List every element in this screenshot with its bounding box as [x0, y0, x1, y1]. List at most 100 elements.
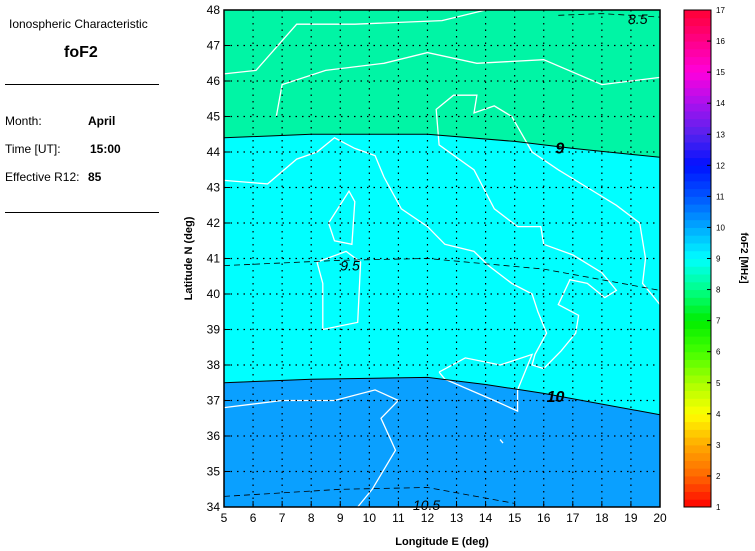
y-tick-label: 40	[207, 287, 221, 301]
colorbar-swatch	[684, 79, 711, 89]
x-tick-label: 5	[221, 511, 228, 525]
colorbar-swatch	[684, 320, 711, 329]
y-tick-label: 39	[207, 323, 221, 337]
x-tick-label: 20	[653, 511, 667, 525]
colorbar-swatch	[684, 250, 711, 259]
colorbar-swatch	[684, 149, 711, 159]
colorbar-swatch	[684, 41, 711, 50]
colorbar-tick-label: 11	[716, 192, 725, 201]
y-tick-label: 46	[207, 74, 221, 88]
colorbar-tick-label: 17	[716, 6, 725, 15]
colorbar-tick-label: 13	[716, 130, 725, 139]
colorbar-swatch	[684, 266, 711, 275]
colorbar-swatch	[684, 359, 711, 368]
colorbar-swatch	[684, 118, 711, 127]
colorbar-tick-label: 9	[716, 255, 721, 264]
colorbar-swatch	[684, 188, 711, 197]
contour-9.5	[223, 258, 661, 291]
colorbar-tick-label: 16	[716, 37, 725, 46]
coastline	[327, 189, 356, 246]
y-tick-label: 48	[207, 3, 221, 17]
y-tick-label: 43	[207, 181, 221, 195]
contour-label: 8.5	[628, 11, 648, 27]
colorbar-tick-label: 2	[716, 472, 721, 481]
contour-label: 10.5	[413, 497, 440, 513]
colorbar-swatch	[684, 72, 711, 81]
x-tick-label: 19	[624, 511, 638, 525]
x-tick-label: 12	[421, 511, 435, 525]
colorbar-swatch	[684, 17, 711, 27]
contour-label: 9	[555, 140, 564, 157]
month-value: April	[88, 114, 116, 128]
x-tick-label: 6	[250, 511, 257, 525]
coastline	[316, 250, 362, 331]
x-tick-label: 7	[279, 511, 286, 525]
colorbar-swatch	[684, 336, 711, 345]
coastline	[223, 9, 486, 75]
x-tick-label: 10	[363, 511, 377, 525]
colorbar-tick-label: 12	[716, 161, 725, 170]
colorbar-swatch	[684, 242, 711, 252]
colorbar-tick-label: 10	[716, 223, 725, 232]
colorbar-swatch	[684, 219, 711, 228]
colorbar-swatch	[684, 382, 711, 392]
coastline	[275, 51, 661, 117]
coastline	[499, 439, 504, 444]
colorbar-swatch	[684, 134, 711, 143]
y-tick-label: 45	[207, 110, 221, 124]
colorbar-swatch	[684, 491, 711, 500]
colorbar-swatch	[684, 437, 711, 446]
colorbar-swatch	[684, 452, 711, 461]
colorbar-swatch	[684, 126, 711, 135]
colorbar-swatch	[684, 274, 711, 283]
r12-value: 85	[88, 170, 102, 184]
colorbar-swatch	[684, 64, 711, 73]
colorbar-swatch	[684, 343, 711, 353]
y-tick-label: 38	[207, 358, 221, 372]
colorbar-swatch	[684, 289, 711, 298]
colorbar-swatch	[684, 33, 711, 42]
colorbar-swatch	[684, 328, 711, 337]
contour-8.5	[558, 13, 661, 18]
characteristic-title: foF2	[64, 44, 98, 61]
colorbar-swatch	[684, 460, 711, 469]
colorbar-swatch	[684, 235, 711, 244]
coastline	[223, 94, 661, 370]
colorbar-swatch	[684, 103, 711, 112]
colorbar-swatch	[684, 180, 711, 190]
contour-10	[223, 376, 661, 416]
x-tick-label: 13	[450, 511, 464, 525]
y-tick-label: 41	[207, 252, 221, 266]
colorbar-swatch	[684, 297, 711, 306]
y-tick-label: 44	[207, 145, 221, 159]
colorbar-swatch	[684, 444, 711, 454]
colorbar-swatch	[684, 468, 711, 477]
y-tick-label: 37	[207, 394, 221, 408]
x-tick-label: 18	[595, 511, 609, 525]
y-tick-label: 47	[207, 39, 221, 53]
colorbar-swatch	[684, 312, 711, 322]
x-axis-label: Longitude E (deg)	[395, 536, 489, 548]
colorbar-swatch	[684, 204, 711, 213]
colorbar-swatch	[684, 475, 711, 485]
colorbar-swatch	[684, 483, 711, 492]
y-axis-label: Latitude N (deg)	[183, 216, 195, 300]
colorbar-swatch	[684, 413, 711, 423]
heading: Ionospheric Characteristic	[9, 17, 148, 31]
colorbar-tick-label: 14	[716, 99, 725, 108]
colorbar-swatch	[684, 157, 711, 166]
colorbar-swatch	[684, 211, 711, 221]
colorbar-swatch	[684, 305, 711, 314]
colorbar-swatch	[684, 196, 711, 205]
contour-10.5	[223, 487, 515, 504]
x-tick-label: 8	[308, 511, 315, 525]
colorbar-swatch	[684, 398, 711, 407]
divider	[5, 84, 159, 85]
y-tick-label: 42	[207, 216, 221, 230]
colorbar-swatch	[684, 499, 711, 508]
colorbar-swatch	[684, 95, 711, 104]
contour-9	[223, 133, 661, 158]
colorbar-swatch	[684, 429, 711, 438]
